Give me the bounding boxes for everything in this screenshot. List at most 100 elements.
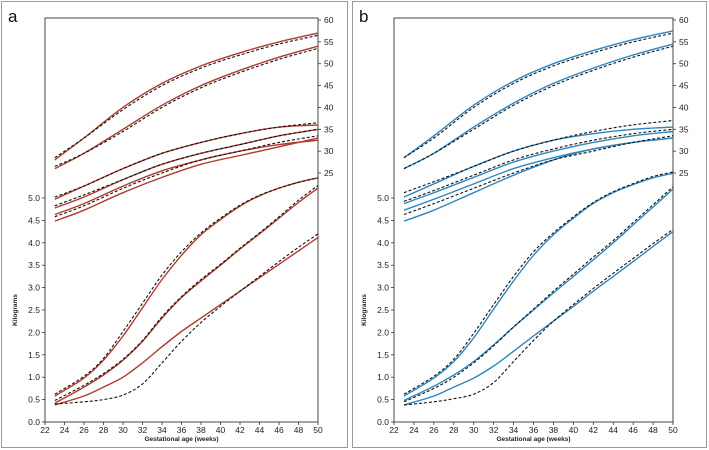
weight-curve-solid-1 [54, 177, 318, 397]
x-tick-label: 32 [489, 425, 499, 435]
y-left-tick-label: 3.5 [377, 260, 389, 270]
length-curve-solid-1 [54, 32, 318, 161]
y-left-tick-label: 0.0 [377, 417, 389, 427]
panel-letter-a: a [8, 7, 18, 26]
y-left-tick-label: 2.0 [377, 327, 389, 337]
y-right-tick-label: 60 [324, 15, 334, 25]
y-left-tick-label: 5.0 [377, 193, 389, 203]
weight-curve-solid-2 [403, 188, 673, 402]
x-tick-label: 46 [628, 425, 638, 435]
x-tick-label: 42 [589, 425, 599, 435]
x-tick-label: 22 [40, 425, 50, 435]
x-tick-label: 38 [549, 425, 559, 435]
panel-b: b 22 24 26 28 30 32 34 36 38 40 42 44 46 48 50 Gestatio… [352, 1, 707, 448]
length-curve-dashed-5 [403, 135, 673, 216]
weight-curve-dashed-1 [54, 177, 318, 395]
weight-curve-dashed-3 [403, 228, 673, 406]
length-curve-solid-5 [403, 137, 673, 211]
y-left-tick-label: 4.0 [28, 238, 40, 248]
y-left-tick-label: 4.5 [377, 215, 389, 225]
length-curve-dashed-2 [54, 47, 318, 167]
y-right-tick-label: 35 [324, 124, 334, 134]
series-group [54, 32, 318, 406]
x-tick-label: 42 [235, 425, 245, 435]
chart-b: 22 24 26 28 30 32 34 36 38 40 42 44 46 48 50 Gestationa… [361, 15, 689, 443]
y-left-axis-title: Kilograms [361, 294, 368, 326]
y-right-tick-label: 40 [679, 102, 689, 112]
y-right-tick-label: 45 [324, 81, 334, 91]
x-tick-label: 32 [138, 425, 148, 435]
x-tick-label: 24 [60, 425, 70, 435]
series-group [403, 30, 673, 406]
x-tick-label: 36 [529, 425, 539, 435]
y-left-tick-label: 1.0 [28, 372, 40, 382]
y-left-tick-label: 3.0 [28, 283, 40, 293]
y-left-tick-label: 2.5 [28, 305, 40, 315]
y-left-tick-label: 4.5 [28, 215, 40, 225]
x-tick-label: 22 [389, 425, 399, 435]
y-right-tick-label: 35 [679, 124, 689, 134]
x-tick-label: 30 [469, 425, 479, 435]
y-left-tick-label: 0.0 [28, 417, 40, 427]
y-left-tick-label: 1.5 [377, 350, 389, 360]
y-right-tick-label: 25 [324, 168, 334, 178]
x-tick-label: 34 [509, 425, 519, 435]
weight-curve-solid-1 [403, 172, 673, 397]
length-curve-dashed-2 [403, 45, 673, 170]
weight-curve-dashed-3 [54, 233, 318, 405]
weight-curve-solid-3 [54, 236, 318, 406]
weight-curve-dashed-2 [54, 185, 318, 401]
length-curve-solid-4 [403, 130, 673, 205]
chart-a: 22 24 26 28 30 32 34 36 38 40 42 44 46 48 50 Gestationa… [12, 15, 334, 443]
x-axis-title: Gestational age (weeks) [496, 436, 570, 443]
weight-curve-dashed-2 [403, 186, 673, 403]
length-curve-dashed-1 [403, 32, 673, 159]
length-curve-solid-6 [54, 137, 318, 222]
x-tick-label: 48 [294, 425, 304, 435]
length-curve-dashed-3 [403, 119, 673, 194]
y-right-tick-label: 50 [324, 59, 334, 69]
x-tick-label: 40 [216, 425, 226, 435]
x-tick-label: 40 [569, 425, 579, 435]
y-right-tick-label: 60 [679, 15, 689, 25]
y-left-tick-label: 4.0 [377, 238, 389, 248]
x-axis-title: Gestational age (weeks) [144, 436, 218, 443]
length-curve-solid-1 [403, 30, 673, 159]
x-tick-label: 38 [196, 425, 206, 435]
y-right-tick-label: 55 [324, 37, 334, 47]
y-left-tick-label: 2.5 [377, 305, 389, 315]
y-right-tick-label: 25 [679, 168, 689, 178]
x-tick-label: 28 [99, 425, 109, 435]
y-left-tick-label: 0.5 [377, 395, 389, 405]
length-curve-dashed-4 [403, 128, 673, 202]
length-curve-solid-2 [403, 43, 673, 170]
panel-a: a 22 24 26 28 30 32 34 36 38 40 42 44 46 48 50 Gestatio… [1, 1, 348, 448]
y-left-tick-label: 5.0 [28, 193, 40, 203]
x-tick-label: 46 [274, 425, 284, 435]
x-tick-label: 44 [608, 425, 618, 435]
length-curve-dashed-1 [54, 34, 318, 159]
x-tick-label: 30 [118, 425, 128, 435]
length-curve-solid-3 [403, 126, 673, 198]
y-right-tick-label: 30 [324, 146, 334, 156]
y-left-tick-label: 2.0 [28, 327, 40, 337]
weight-curve-solid-2 [54, 187, 318, 404]
length-curve-solid-5 [54, 139, 318, 216]
plot-frame [393, 17, 674, 423]
x-tick-label: 50 [313, 425, 323, 435]
y-left-tick-label: 3.0 [377, 283, 389, 293]
y-left-tick-label: 1.0 [377, 372, 389, 382]
y-left-tick-label: 3.5 [28, 260, 40, 270]
length-curve-dashed-5 [54, 135, 318, 218]
x-tick-label: 34 [157, 425, 167, 435]
length-curve-solid-2 [54, 45, 318, 170]
x-tick-label: 48 [648, 425, 658, 435]
x-tick-label: 36 [177, 425, 187, 435]
length-curve-dashed-4 [54, 128, 318, 207]
x-tick-label: 26 [429, 425, 439, 435]
y-right-tick-label: 50 [679, 59, 689, 69]
y-right-tick-label: 45 [679, 81, 689, 91]
x-tick-label: 28 [449, 425, 459, 435]
y-left-tick-label: 1.5 [28, 350, 40, 360]
y-right-tick-label: 55 [679, 37, 689, 47]
